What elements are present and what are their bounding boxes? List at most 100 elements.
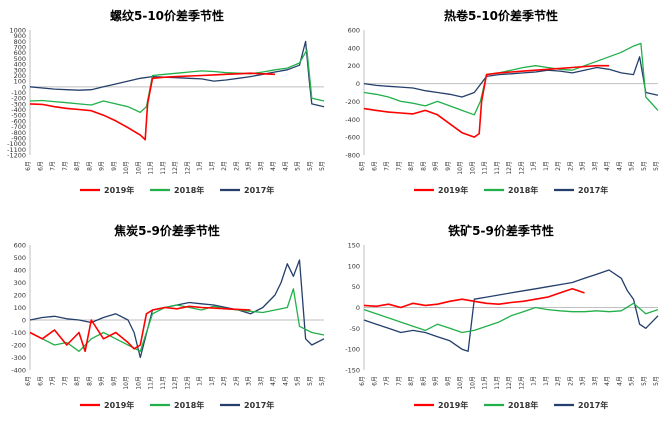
x-tick-label: 11月: [160, 161, 167, 175]
series-line-0: [29, 305, 251, 353]
legend-label: 2019年: [438, 185, 468, 195]
legend-label: 2017年: [244, 185, 274, 195]
x-tick-label: 8月: [86, 376, 93, 386]
x-tick-label: 11月: [482, 161, 489, 175]
series-line-1: [363, 42, 659, 116]
chart-panel-1: 热卷5-10价差季节性 -800 -600 -400 -200 0 200 400 600 6月 6…: [345, 8, 660, 195]
x-tick-label: 10月: [123, 161, 130, 175]
legend-label: 2017年: [578, 400, 608, 410]
x-tick-label: 4月: [282, 376, 289, 386]
y-tick-label: -600: [345, 134, 360, 142]
x-tick-label: 2月: [555, 376, 562, 386]
x-tick-label: 12月: [518, 376, 525, 390]
x-tick-label: 11月: [160, 376, 167, 390]
chart-panel-2: 焦炭5-9价差季节性 -400 -300 -200 -100 0 100 200 300 400 5…: [11, 223, 326, 410]
y-tick-label: 0: [22, 317, 26, 325]
x-tick-label: 12月: [506, 376, 513, 390]
y-tick-label: 100: [14, 304, 26, 312]
y-tick-label: -50: [349, 325, 360, 333]
x-tick-label: 9月: [445, 376, 452, 386]
y-tick-label: -600: [11, 117, 26, 125]
series-line-0: [29, 72, 276, 141]
series-line-0: [363, 288, 585, 309]
legend-label: 2019年: [438, 400, 468, 410]
x-tick-label: 12月: [184, 376, 191, 390]
x-tick-label: 7月: [384, 161, 391, 171]
x-tick-label: 9月: [111, 376, 118, 386]
y-tick-label: 400: [14, 267, 26, 275]
x-tick-label: 2月: [233, 161, 240, 171]
y-tick-label: 100: [14, 78, 26, 86]
legend-label: 2019年: [104, 185, 134, 195]
y-tick-label: -400: [11, 106, 26, 114]
y-tick-label: -200: [11, 342, 26, 350]
x-tick-label: 5月: [319, 376, 326, 386]
y-tick-label: -100: [11, 89, 26, 97]
x-tick-label: 5月: [641, 161, 648, 171]
x-tick-label: 12月: [506, 161, 513, 175]
x-tick-label: 11月: [482, 376, 489, 390]
y-tick-label: 1000: [9, 27, 26, 35]
series-line-2: [29, 40, 325, 108]
x-tick-label: 8月: [420, 161, 427, 171]
chart-title: 铁矿5-9价差季节性: [448, 223, 554, 238]
x-tick-label: 7月: [50, 161, 57, 171]
y-tick-label: 200: [14, 72, 26, 80]
x-tick-label: 6月: [37, 161, 44, 171]
y-tick-label: 50: [352, 283, 360, 291]
series-line-2: [29, 259, 325, 359]
x-tick-label: 5月: [307, 376, 314, 386]
x-tick-label: 12月: [172, 161, 179, 175]
x-tick-label: 5月: [629, 376, 636, 386]
x-tick-label: 3月: [246, 376, 253, 386]
x-tick-label: 5月: [653, 376, 660, 386]
y-tick-label: 600: [14, 49, 26, 57]
x-tick-label: 2月: [567, 376, 574, 386]
x-tick-label: 6月: [359, 161, 366, 171]
chart-panel-0: 螺纹5-10价差季节性-1200-1100-1000-900-800-700-6…: [7, 8, 326, 195]
y-tick-label: 150: [348, 242, 360, 250]
x-tick-label: 7月: [62, 376, 69, 386]
x-tick-label: 10月: [135, 376, 142, 390]
x-tick-label: 2月: [221, 376, 228, 386]
x-tick-label: 1月: [197, 376, 204, 386]
x-tick-label: 1月: [543, 376, 550, 386]
y-tick-label: 0: [356, 304, 360, 312]
x-tick-label: 4月: [604, 376, 611, 386]
y-tick-label: -1000: [7, 140, 26, 148]
y-tick-label: -200: [11, 95, 26, 103]
x-tick-label: 1月: [209, 161, 216, 171]
y-tick-label: 400: [14, 61, 26, 69]
x-tick-label: 4月: [616, 161, 623, 171]
y-tick-label: -300: [11, 100, 26, 108]
x-tick-label: 4月: [270, 376, 277, 386]
series-line-1: [363, 302, 659, 334]
x-tick-label: 8月: [86, 161, 93, 171]
x-tick-label: 12月: [518, 161, 525, 175]
x-tick-label: 12月: [184, 161, 191, 175]
x-tick-label: 9月: [111, 161, 118, 171]
y-tick-label: 400: [348, 44, 360, 52]
y-tick-label: 0: [22, 83, 26, 91]
x-tick-label: 3月: [246, 161, 253, 171]
y-tick-label: -700: [11, 123, 26, 131]
x-tick-label: 11月: [148, 376, 155, 390]
y-tick-label: -1200: [7, 152, 26, 160]
x-tick-label: 1月: [531, 376, 538, 386]
x-tick-label: 9月: [433, 376, 440, 386]
x-tick-label: 5月: [319, 161, 326, 171]
x-tick-label: 2月: [567, 161, 574, 171]
x-tick-label: 11月: [494, 376, 501, 390]
x-tick-label: 12月: [172, 376, 179, 390]
x-tick-label: 3月: [580, 376, 587, 386]
chart-title: 螺纹5-10价差季节性: [110, 8, 224, 23]
series-line-2: [363, 269, 659, 352]
series-line-1: [29, 288, 325, 352]
y-tick-label: 500: [14, 55, 26, 63]
x-tick-label: 6月: [371, 161, 378, 171]
x-tick-label: 2月: [233, 376, 240, 386]
legend-label: 2018年: [508, 400, 538, 410]
y-tick-label: 0: [356, 80, 360, 88]
y-tick-label: 500: [14, 254, 26, 262]
